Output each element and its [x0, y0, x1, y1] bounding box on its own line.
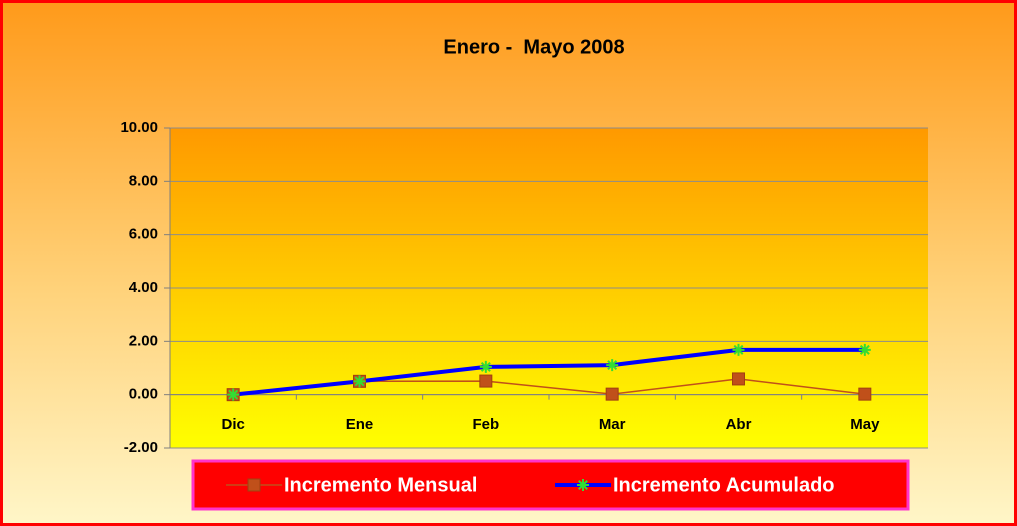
- legend-label: Incremento Acumulado: [613, 474, 835, 496]
- y-tick-label: 10.00: [120, 119, 158, 136]
- marker: [858, 343, 871, 356]
- y-tick-label: 8.00: [129, 172, 158, 189]
- legend-marker: [577, 479, 589, 491]
- marker: [479, 374, 493, 388]
- x-tick-label: Feb: [472, 416, 499, 433]
- legend-label: Incremento Mensual: [284, 474, 477, 496]
- x-tick-label: Mar: [599, 416, 626, 433]
- y-tick-label: 4.00: [129, 279, 158, 296]
- x-tick-label: Dic: [221, 416, 244, 433]
- marker: [858, 387, 872, 401]
- chart-title: Enero - Mayo 2008: [443, 36, 624, 58]
- y-tick-label: 6.00: [129, 226, 158, 243]
- x-tick-label: Abr: [726, 416, 752, 433]
- marker: [732, 343, 745, 356]
- y-tick-label: 0.00: [129, 386, 158, 403]
- y-tick-label: 2.00: [129, 332, 158, 349]
- legend-marker: [247, 478, 261, 492]
- marker: [353, 375, 366, 388]
- line: [232, 347, 865, 397]
- marker: [479, 360, 492, 373]
- x-tick-label: May: [850, 416, 880, 433]
- marker: [732, 372, 745, 386]
- x-tick-label: Ene: [346, 416, 374, 433]
- marker: [227, 388, 240, 401]
- marker: [606, 359, 619, 372]
- marker: [605, 387, 619, 401]
- legend: [191, 459, 910, 511]
- y-tick-label: -2.00: [124, 439, 158, 456]
